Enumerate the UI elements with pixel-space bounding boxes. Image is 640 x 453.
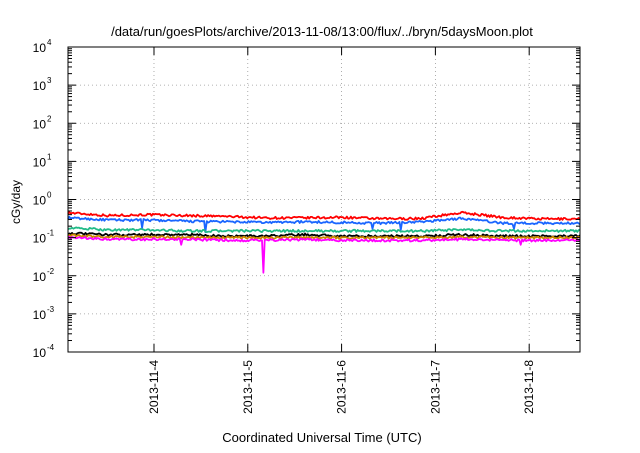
y-tick-label: 10 (33, 194, 47, 208)
y-tick-exponent: 4 (47, 38, 52, 47)
y-tick-label: 10 (33, 155, 47, 169)
y-tick-exponent: -4 (47, 343, 55, 352)
y-tick-base: 10 (33, 79, 47, 93)
y-tick-label: 10 (33, 270, 47, 284)
x-tick-label: 2013-11-7 (428, 360, 442, 414)
y-tick-exponent: 3 (47, 76, 52, 85)
x-tick-label: 2013-11-6 (335, 360, 349, 414)
y-tick-base: 10 (33, 270, 47, 284)
series-group (67, 210, 581, 274)
y-tick-base: 10 (33, 117, 47, 131)
y-tick-base: 10 (33, 155, 47, 169)
series-line (67, 210, 581, 221)
x-tick-label: 2013-11-4 (147, 360, 161, 414)
y-tick-exponent: 2 (47, 114, 52, 123)
x-tick-labels: 2013-11-4 2013-11-5 2013-11-6 2013-11-7 2013… (147, 360, 536, 414)
y-tick-label: 10 (33, 41, 47, 55)
tick-marks (68, 46, 580, 353)
x-axis-label: Coordinated Universal Time (UTC) (222, 430, 421, 445)
y-tick-label: 10 (33, 308, 47, 322)
y-tick-label: 10 (33, 346, 47, 360)
y-tick-exponent: -1 (47, 229, 55, 238)
y-tick-base: 10 (33, 308, 47, 322)
y-tick-base: 10 (33, 194, 47, 208)
y-axis-label: cGy/day (9, 180, 23, 224)
y-tick-base: 10 (33, 346, 47, 360)
chart-title: /data/run/goesPlots/archive/2013-11-08/1… (111, 24, 533, 39)
series-line (67, 235, 581, 274)
x-tick-label: 2013-11-5 (241, 360, 255, 414)
y-tick-exponent: 1 (47, 152, 52, 161)
y-tick-label: 10 (33, 79, 47, 93)
y-tick-exponent: -3 (47, 305, 55, 314)
y-tick-base: 10 (33, 41, 47, 55)
series-line (67, 233, 581, 240)
y-tick-label: 10 (33, 232, 47, 246)
series-line (67, 215, 581, 233)
series-line (67, 226, 581, 233)
y-tick-exponent: 0 (47, 191, 52, 200)
x-tick-label: 2013-11-8 (522, 360, 536, 414)
y-tick-exponent: -2 (47, 267, 55, 276)
y-tick-label: 10 (33, 117, 47, 131)
y-tick-base: 10 (33, 232, 47, 246)
